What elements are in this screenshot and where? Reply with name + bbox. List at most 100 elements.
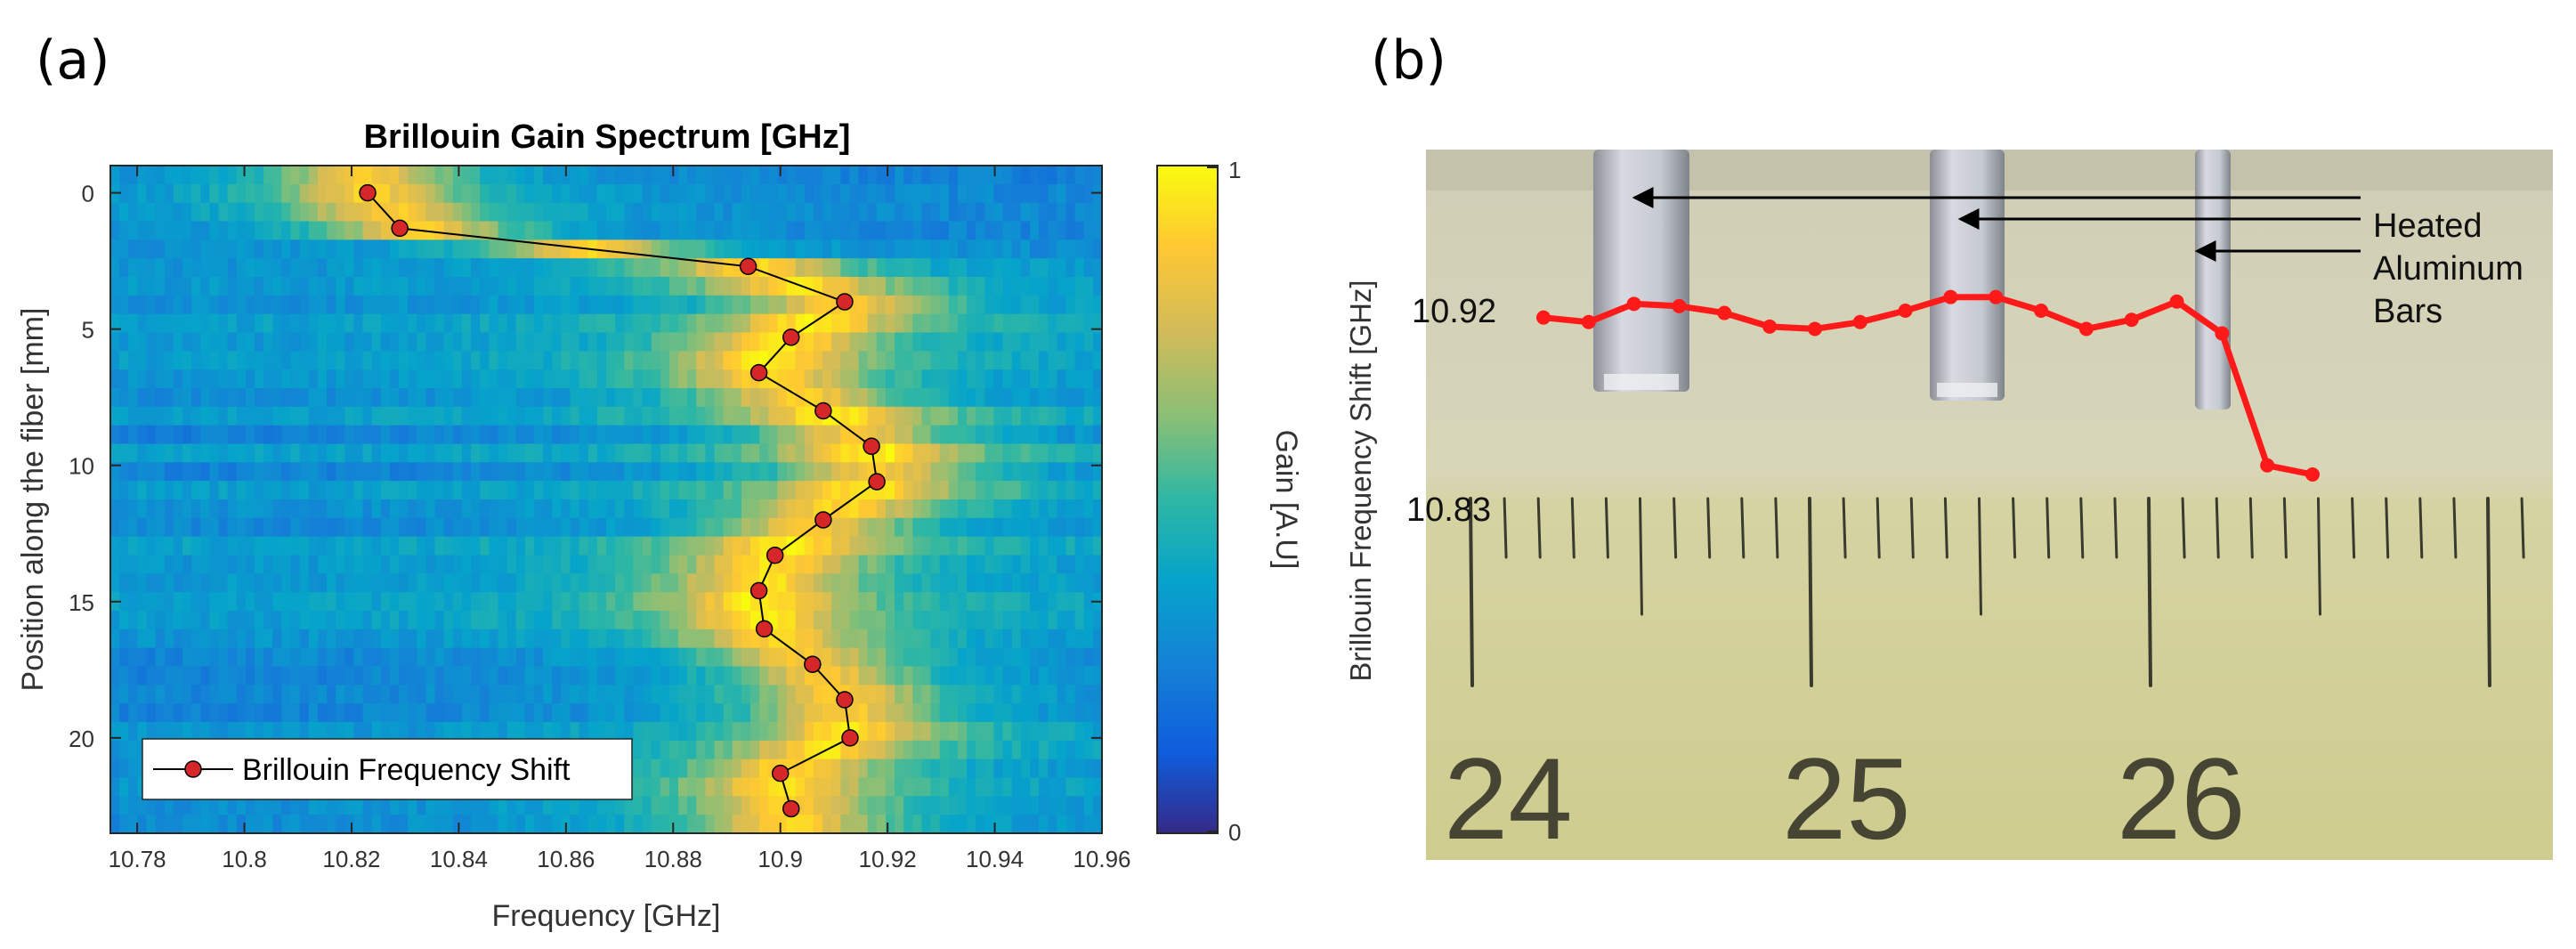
heatmap-cell — [813, 573, 823, 593]
heatmap-cell — [443, 462, 454, 482]
heatmap-cell — [317, 425, 328, 445]
heatmap-cell — [804, 277, 814, 296]
heatmap-cell — [263, 462, 273, 482]
heatmap-cell — [317, 388, 328, 408]
heatmap-cell — [831, 313, 841, 334]
heatmap-cell — [678, 239, 688, 259]
heatmap-cell — [579, 592, 589, 612]
heatmap-cell — [759, 202, 769, 223]
heatmap-cell — [362, 166, 373, 185]
heatmap-cell — [849, 202, 860, 223]
heatmap-cell — [651, 277, 661, 296]
heatmap-cell — [281, 685, 292, 704]
heatmap-cell — [714, 517, 725, 538]
heatmap-cell — [750, 555, 760, 574]
heatmap-cell — [687, 221, 697, 240]
heatmap-cell — [417, 703, 427, 723]
heatmap-cell — [128, 443, 138, 463]
heatmap-cell — [606, 258, 616, 278]
heatmap-cell — [1029, 611, 1040, 630]
heatmap-cell — [245, 592, 255, 612]
heatmap-cell — [885, 295, 895, 315]
heatmap-cell — [389, 443, 400, 463]
heatmap-cell — [777, 666, 788, 685]
heatmap-cell — [993, 388, 1004, 408]
heatmap-cell — [912, 573, 923, 593]
heatmap-cell — [876, 499, 887, 519]
heatmap-cell — [263, 666, 273, 685]
heatmap-cell — [668, 221, 679, 240]
heatmap-cell — [822, 277, 832, 296]
heatmap-cell — [543, 815, 553, 834]
heatmap-cell — [867, 295, 878, 315]
heatmap-cell — [336, 796, 345, 815]
heatmap-cell — [515, 499, 526, 519]
heatmap-cell — [218, 796, 229, 815]
heatmap-cell — [308, 239, 319, 259]
heatmap-cell — [434, 722, 445, 742]
heatmap-cell — [984, 183, 995, 204]
heatmap-cell — [489, 166, 499, 185]
heatmap-cell — [732, 425, 742, 445]
heatmap-cell — [290, 202, 301, 223]
heatmap-cell — [633, 369, 644, 389]
heatmap-cell — [533, 258, 544, 278]
heatmap-cell — [849, 481, 860, 500]
heatmap-cell — [948, 592, 959, 612]
heatmap-cell — [579, 295, 589, 315]
heatmap-cell — [344, 202, 355, 223]
heatmap-cell — [696, 313, 706, 334]
heatmap-cell — [903, 239, 913, 259]
heatmap-cell — [255, 295, 264, 315]
heatmap-cell — [1092, 425, 1103, 445]
heatmap-cell — [327, 629, 336, 649]
heatmap-cell — [696, 722, 706, 742]
heatmap-cell — [768, 239, 779, 259]
heatmap-cell — [714, 313, 725, 334]
heatmap-cell — [642, 332, 652, 352]
heatmap-cell — [768, 740, 779, 760]
heatmap-cell — [885, 183, 895, 204]
heatmap-cell — [515, 369, 526, 389]
heatmap-cell — [290, 611, 301, 630]
heatmap-cell — [389, 313, 400, 334]
heatmap-cell — [173, 481, 183, 500]
heatmap-cell — [687, 406, 697, 426]
heatmap-cell — [777, 443, 788, 463]
heatmap-cell — [218, 258, 229, 278]
heatmap-cell — [434, 592, 445, 612]
heatmap-cell — [822, 499, 832, 519]
heatmap-cell — [768, 166, 779, 185]
heatmap-cell — [227, 295, 238, 315]
heatmap-cell — [930, 425, 941, 445]
heatmap-cell — [822, 815, 832, 834]
heatmap-cell — [849, 443, 860, 463]
heatmap-cell — [1039, 221, 1049, 240]
heatmap-cell — [570, 722, 580, 742]
heatmap-cell — [1092, 647, 1103, 668]
heatmap-cell — [895, 313, 904, 334]
heatmap-cell — [967, 462, 976, 482]
heatmap-cell — [317, 796, 328, 815]
heatmap-cell — [615, 703, 625, 723]
heatmap-cell — [1020, 647, 1031, 668]
heatmap-cell — [885, 443, 895, 463]
heatmap-cell — [642, 647, 652, 668]
heatmap-cell — [1092, 277, 1103, 296]
heatmap-cell — [452, 796, 463, 815]
heatmap-cell — [768, 332, 779, 352]
heatmap-cell — [967, 629, 976, 649]
heatmap-cell — [110, 611, 120, 630]
heatmap-cell — [506, 666, 517, 685]
heatmap-cell — [678, 351, 688, 370]
heatmap-cell — [362, 351, 373, 370]
heatmap-cell — [967, 313, 976, 334]
heatmap-cell — [425, 166, 436, 185]
heatmap-cell — [173, 573, 183, 593]
heatmap-cell — [795, 183, 806, 204]
heatmap-cell — [561, 555, 571, 574]
heatmap-cell — [624, 183, 634, 204]
heatmap-cell — [155, 666, 166, 685]
heatmap-cell — [552, 647, 562, 668]
heatmap-cell — [533, 183, 544, 204]
